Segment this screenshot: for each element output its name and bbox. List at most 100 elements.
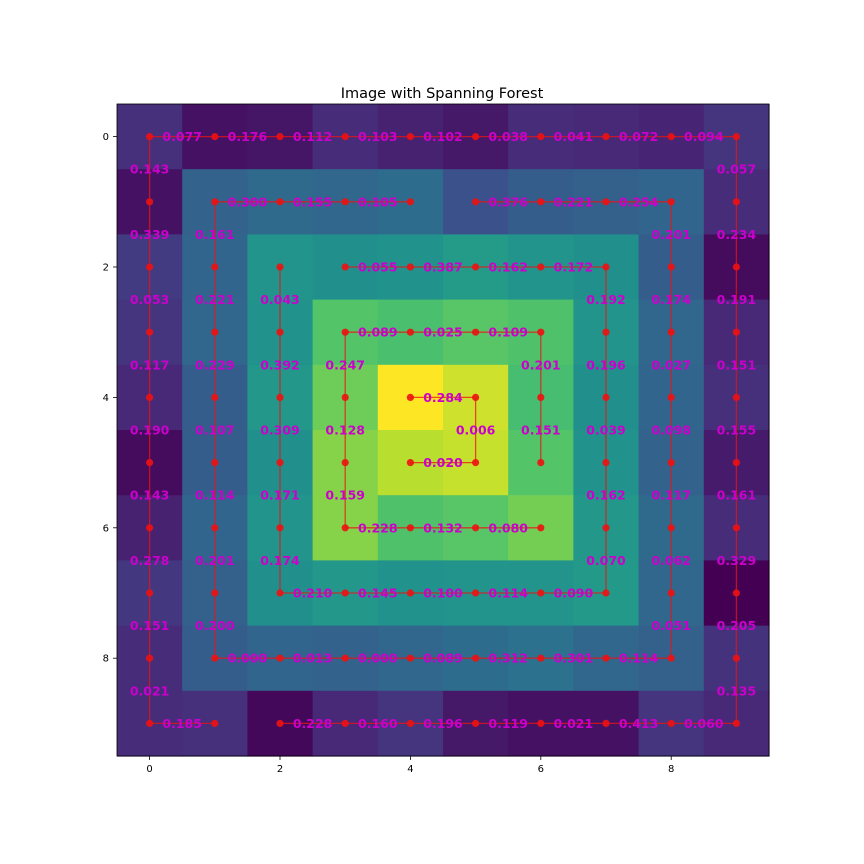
edge-weight-label: 0.201	[195, 553, 235, 568]
forest-node	[406, 719, 414, 728]
forest-node	[602, 328, 610, 336]
edge-weight-label: 0.155	[717, 423, 757, 438]
forest-node	[211, 393, 219, 401]
edge-weight-label: 0.112	[293, 129, 333, 144]
forest-node	[276, 589, 284, 597]
edge-weight-label: 0.190	[130, 423, 170, 438]
axes-frame	[116, 103, 770, 757]
x-tick-label: 8	[668, 764, 674, 775]
edge-weight-label: 0.119	[488, 716, 528, 731]
edge-weight-label: 0.221	[195, 292, 235, 307]
forest-node	[472, 589, 480, 597]
forest-node	[146, 393, 154, 401]
forest-node	[472, 524, 480, 532]
y-tick-label: 6	[103, 523, 109, 534]
forest-node	[146, 589, 154, 597]
edge-weight-label: 0.151	[521, 423, 561, 438]
forest-node	[276, 328, 284, 336]
forest-node	[211, 459, 219, 467]
edge-weight-label: 0.191	[717, 292, 757, 307]
edge-weight-label: 0.055	[358, 260, 398, 275]
edge-weight-label: 0.387	[423, 260, 463, 275]
forest-node	[276, 459, 284, 467]
forest-node	[667, 524, 675, 532]
edge-weight-label: 0.100	[423, 586, 463, 601]
edge-weight-label: 0.192	[586, 292, 626, 307]
forest-node	[406, 459, 414, 467]
x-tick-label: 0	[146, 764, 152, 775]
edge-weight-label: 0.013	[293, 651, 333, 666]
edge-weight-label: 0.413	[619, 716, 659, 731]
forest-node	[602, 393, 610, 401]
edge-weight-label: 0.020	[423, 455, 463, 470]
forest-node	[406, 393, 414, 401]
forest-node	[211, 328, 219, 336]
y-tick-label: 0	[103, 132, 109, 143]
forest-node	[732, 459, 741, 467]
forest-node	[602, 459, 610, 467]
edge-weight-label: 0.155	[293, 194, 333, 209]
forest-node	[472, 133, 480, 141]
forest-node	[341, 393, 349, 401]
edge-weight-label: 0.221	[554, 194, 594, 209]
forest-node	[602, 198, 610, 206]
edge-weight-label: 0.038	[488, 129, 528, 144]
forest-node	[146, 133, 154, 141]
forest-node	[146, 654, 154, 662]
edge-weight-label: 0.135	[717, 683, 757, 698]
forest-node	[472, 328, 480, 336]
forest-node	[472, 719, 480, 728]
forest-node	[602, 654, 610, 662]
forest-node	[537, 393, 545, 401]
edge-weight-label: 0.174	[651, 292, 691, 307]
forest-node	[276, 198, 284, 206]
edge-weight-label: 0.051	[651, 618, 691, 633]
forest-node	[341, 589, 349, 597]
edge-weight-label: 0.039	[586, 423, 626, 438]
edge-weight-label: 0.161	[195, 227, 235, 242]
forest-node	[341, 654, 349, 662]
x-tick-label: 4	[407, 764, 413, 775]
forest-node	[406, 654, 414, 662]
edge-weight-label: 0.210	[293, 586, 333, 601]
edge-weight-label: 0.284	[423, 390, 463, 405]
edge-weight-label: 0.072	[619, 129, 659, 144]
forest-node	[406, 328, 414, 336]
forest-node	[472, 459, 480, 467]
edge-weight-labels: 0.077 0.176 0.112 0.103 0.102 0.038 0.041 0.072…	[130, 129, 757, 731]
edge-weight-label: 0.000	[228, 651, 268, 666]
edge-weight-label: 0.247	[325, 357, 365, 372]
forest-node	[211, 198, 219, 206]
forest-node	[341, 524, 349, 532]
edge-weight-label: 0.160	[358, 716, 398, 731]
edge-weight-label: 0.089	[423, 651, 463, 666]
forest-node	[667, 589, 675, 597]
forest-node	[472, 393, 480, 401]
forest-node	[667, 328, 675, 336]
edge-weight-label: 0.000	[358, 651, 398, 666]
edge-weight-label: 0.117	[651, 488, 691, 503]
forest-node	[732, 589, 741, 597]
forest-node	[276, 719, 284, 728]
forest-node	[276, 133, 284, 141]
forest-node	[341, 198, 349, 206]
edge-weight-label: 0.312	[488, 651, 528, 666]
edge-weight-label: 0.278	[130, 553, 170, 568]
forest-node	[732, 654, 741, 662]
edge-weight-label: 0.089	[358, 325, 398, 340]
edge-weight-label: 0.145	[358, 586, 398, 601]
forest-node	[341, 328, 349, 336]
edge-weight-label: 0.161	[717, 488, 757, 503]
forest-node	[602, 263, 610, 271]
edge-weight-label: 0.114	[619, 651, 659, 666]
edge-weight-label: 0.234	[717, 227, 757, 242]
edge-weight-label: 0.060	[684, 716, 724, 731]
edge-weight-label: 0.200	[195, 618, 235, 633]
edge-weight-label: 0.196	[586, 357, 626, 372]
forest-node	[406, 263, 414, 271]
edge-weight-label: 0.006	[456, 423, 496, 438]
forest-node	[472, 654, 480, 662]
forest-node	[732, 393, 741, 401]
edge-weight-label: 0.128	[325, 423, 365, 438]
